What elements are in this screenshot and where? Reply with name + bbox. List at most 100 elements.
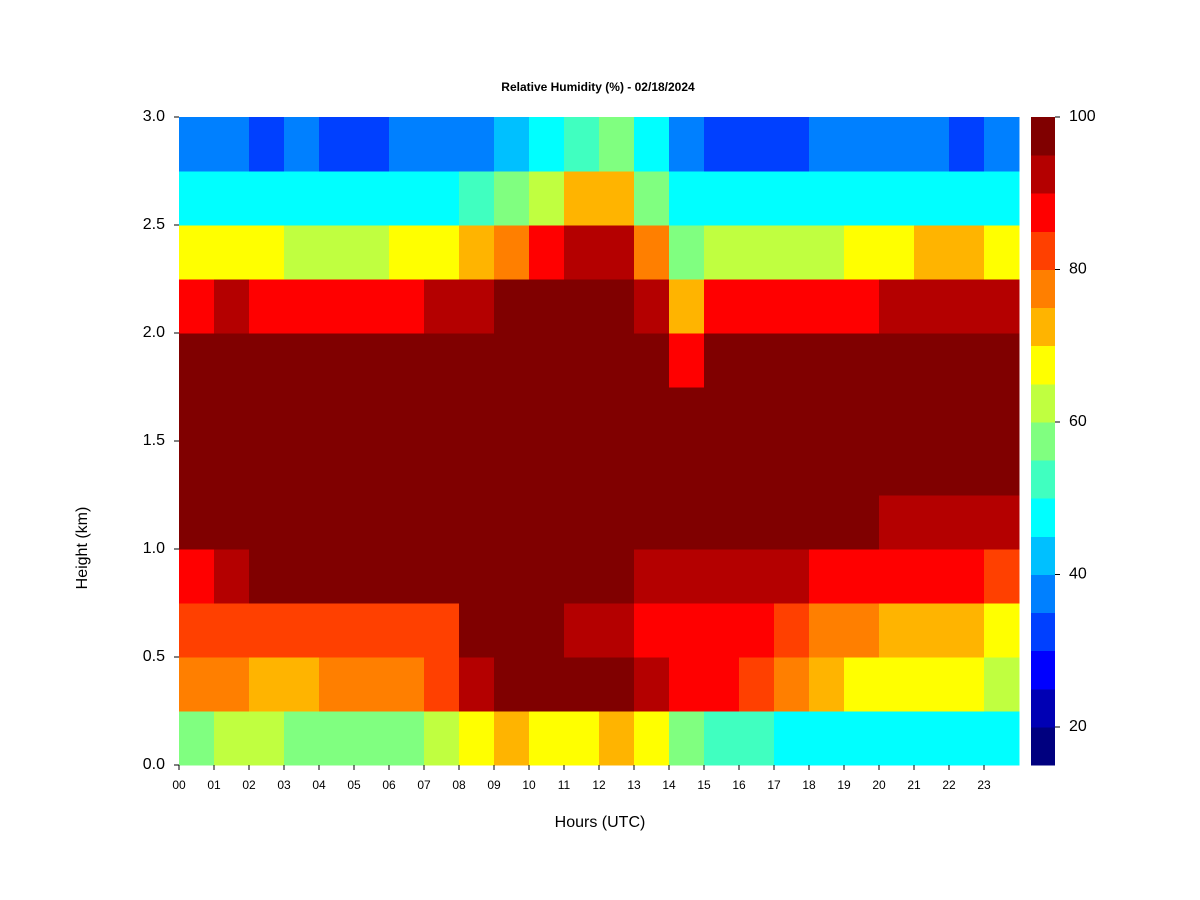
- heat-cell: [984, 279, 1020, 334]
- colorbar-band: [1031, 117, 1055, 156]
- heat-cell: [774, 279, 810, 334]
- heat-cell: [704, 387, 740, 442]
- colorbar-band: [1031, 231, 1055, 270]
- heat-cell: [634, 387, 670, 442]
- chart-title: Relative Humidity (%) - 02/18/2024: [501, 80, 695, 94]
- heat-cell: [949, 441, 985, 496]
- x-tick-label: 02: [242, 778, 256, 792]
- heat-cell: [564, 549, 600, 604]
- heat-cell: [634, 333, 670, 388]
- heat-cell: [669, 711, 705, 766]
- heat-cell: [704, 171, 740, 226]
- heat-cell: [984, 549, 1020, 604]
- heat-cell: [249, 441, 285, 496]
- x-tick-label: 17: [767, 778, 781, 792]
- x-tick-label: 14: [662, 778, 676, 792]
- heat-cell: [634, 171, 670, 226]
- heat-cell: [319, 171, 355, 226]
- x-tick-label: 06: [382, 778, 396, 792]
- heat-cell: [774, 549, 810, 604]
- heat-cell: [984, 387, 1020, 442]
- x-tick-label: 00: [172, 778, 186, 792]
- heat-cell: [879, 117, 915, 172]
- x-tick-label: 22: [942, 778, 956, 792]
- heat-cell: [494, 387, 530, 442]
- heat-cell: [424, 333, 460, 388]
- heat-cell: [949, 657, 985, 712]
- heat-cell: [844, 279, 880, 334]
- heat-cell: [669, 171, 705, 226]
- heat-cell: [984, 225, 1020, 280]
- colorbar-band: [1031, 345, 1055, 385]
- x-tick-label: 15: [697, 778, 711, 792]
- heat-cell: [669, 117, 705, 172]
- x-tick-label: 11: [558, 778, 571, 792]
- heat-cell: [774, 441, 810, 496]
- x-tick-label: 07: [417, 778, 431, 792]
- heat-cell: [179, 657, 215, 712]
- heat-cell: [739, 657, 775, 712]
- heat-cell: [949, 225, 985, 280]
- heat-cell: [179, 279, 215, 334]
- heat-cell: [284, 549, 320, 604]
- x-tick-label: 05: [347, 778, 361, 792]
- heat-cell: [739, 279, 775, 334]
- heat-cell: [844, 657, 880, 712]
- heat-cell: [249, 333, 285, 388]
- colorbar-band: [1031, 612, 1055, 652]
- heat-cell: [984, 603, 1020, 658]
- colorbar-band: [1031, 650, 1055, 690]
- heat-cell: [634, 441, 670, 496]
- heat-cell: [844, 495, 880, 550]
- heat-cell: [319, 711, 355, 766]
- heat-cell: [914, 441, 950, 496]
- heat-cell: [669, 549, 705, 604]
- heat-cell: [319, 603, 355, 658]
- heat-cell: [424, 549, 460, 604]
- heat-cell: [494, 117, 530, 172]
- heat-cell: [494, 603, 530, 658]
- heat-cell: [529, 387, 565, 442]
- heat-cell: [669, 441, 705, 496]
- y-tick-label: 3.0: [143, 108, 165, 125]
- heat-cell: [214, 495, 250, 550]
- heat-cell: [774, 603, 810, 658]
- x-tick-label: 10: [522, 778, 536, 792]
- heat-cell: [704, 441, 740, 496]
- heat-cell: [249, 549, 285, 604]
- heat-cell: [424, 279, 460, 334]
- colorbar-tick-label: 80: [1069, 261, 1087, 278]
- heat-cell: [914, 171, 950, 226]
- heat-cell: [459, 549, 495, 604]
- heat-cell: [844, 333, 880, 388]
- heat-cell: [389, 333, 425, 388]
- heat-cell: [844, 711, 880, 766]
- heat-cell: [739, 711, 775, 766]
- heat-cell: [249, 657, 285, 712]
- heat-cell: [424, 117, 460, 172]
- colorbar-tick-label: 40: [1069, 566, 1087, 583]
- x-axis-label: Hours (UTC): [555, 814, 646, 831]
- heat-cell: [809, 279, 845, 334]
- heat-cell: [389, 603, 425, 658]
- heat-cell: [249, 387, 285, 442]
- heat-cell: [529, 171, 565, 226]
- heat-cell: [284, 333, 320, 388]
- x-tick-label: 23: [977, 778, 991, 792]
- colorbar-tick-label: 20: [1069, 718, 1087, 735]
- heat-cell: [914, 657, 950, 712]
- heat-cell: [704, 603, 740, 658]
- heat-cell: [179, 171, 215, 226]
- heat-cell: [284, 225, 320, 280]
- heat-cell: [984, 441, 1020, 496]
- heat-cell: [319, 387, 355, 442]
- heat-cell: [599, 387, 635, 442]
- heat-cell: [319, 657, 355, 712]
- heat-cell: [564, 387, 600, 442]
- heat-cell: [529, 441, 565, 496]
- colorbar-band: [1031, 688, 1055, 728]
- x-tick-label: 18: [802, 778, 816, 792]
- y-axis-label: Height (km): [74, 507, 91, 590]
- heat-cell: [704, 549, 740, 604]
- heat-cell: [984, 333, 1020, 388]
